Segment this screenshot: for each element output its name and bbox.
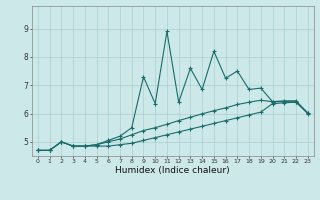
X-axis label: Humidex (Indice chaleur): Humidex (Indice chaleur)	[116, 166, 230, 175]
